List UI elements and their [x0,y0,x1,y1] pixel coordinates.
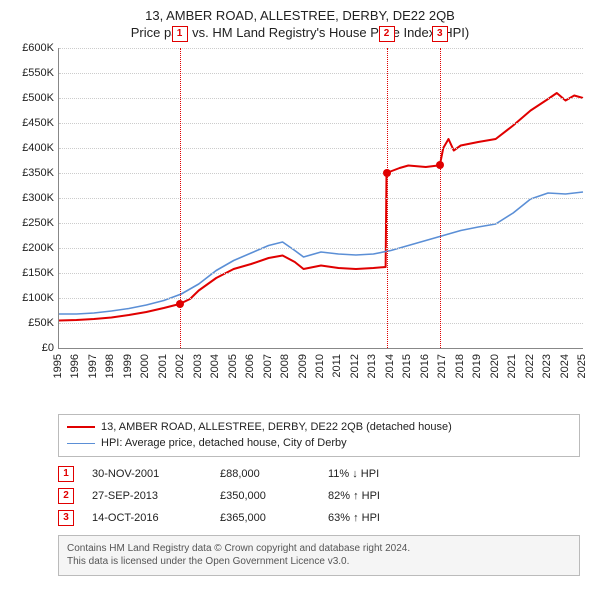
legend-item: 13, AMBER ROAD, ALLESTREE, DERBY, DE22 2… [67,419,571,436]
x-tick-label: 2012 [349,354,361,378]
sale-event-line [440,48,441,348]
chart-title-address: 13, AMBER ROAD, ALLESTREE, DERBY, DE22 2… [10,8,590,25]
grid-line-h [59,173,583,174]
footer-line-1: Contains HM Land Registry data © Crown c… [67,542,571,556]
x-axis-labels: 1995199619971998199920002001200220032004… [58,350,582,408]
sale-price: £365,000 [220,512,310,524]
x-tick-label: 2006 [244,354,256,378]
x-tick-label: 2011 [331,354,343,378]
x-tick-label: 1998 [104,354,116,378]
y-tick-label: £600K [22,42,54,54]
footer-line-2: This data is licensed under the Open Gov… [67,555,571,569]
x-tick-label: 2016 [419,354,431,378]
sale-delta: 11% ↓ HPI [328,468,428,480]
x-tick-label: 2002 [174,354,186,378]
grid-line-h [59,148,583,149]
y-tick-label: £350K [22,167,54,179]
x-tick-label: 1996 [69,354,81,378]
sale-date: 27-SEP-2013 [92,490,202,502]
sale-row: 2 27-SEP-2013 £350,000 82% ↑ HPI [58,485,580,507]
grid-line-h [59,73,583,74]
sale-dot [383,169,391,177]
x-tick-label: 2013 [366,354,378,378]
sale-delta: 63% ↑ HPI [328,512,428,524]
x-tick-label: 2015 [401,354,413,378]
x-tick-label: 2017 [436,354,448,378]
x-tick-label: 2025 [576,354,588,378]
x-tick-label: 2007 [262,354,274,378]
grid-line-h [59,273,583,274]
y-tick-label: £250K [22,217,54,229]
legend: 13, AMBER ROAD, ALLESTREE, DERBY, DE22 2… [58,414,580,457]
legend-swatch [67,426,95,428]
x-tick-label: 2003 [192,354,204,378]
series-line-hpi [59,192,583,314]
grid-line-h [59,98,583,99]
grid-line-h [59,223,583,224]
x-tick-label: 2001 [157,354,169,378]
legend-swatch [67,443,95,444]
sale-number-badge: 1 [58,466,74,482]
legend-label: HPI: Average price, detached house, City… [101,435,347,452]
sale-event-marker: 2 [379,26,395,42]
y-tick-label: £550K [22,67,54,79]
attribution-footer: Contains HM Land Registry data © Crown c… [58,535,580,576]
y-tick-label: £300K [22,192,54,204]
legend-item: HPI: Average price, detached house, City… [67,435,571,452]
sale-row: 1 30-NOV-2001 £88,000 11% ↓ HPI [58,463,580,485]
sale-event-marker: 1 [172,26,188,42]
sale-event-marker: 3 [432,26,448,42]
x-tick-label: 2009 [297,354,309,378]
sale-row: 3 14-OCT-2016 £365,000 63% ↑ HPI [58,507,580,529]
grid-line-h [59,323,583,324]
x-tick-label: 1999 [122,354,134,378]
sale-event-line [387,48,388,348]
series-line-property [59,93,583,321]
x-tick-label: 2010 [314,354,326,378]
sale-delta: 82% ↑ HPI [328,490,428,502]
x-tick-label: 1997 [87,354,99,378]
grid-line-h [59,198,583,199]
sale-date: 30-NOV-2001 [92,468,202,480]
sale-price: £350,000 [220,490,310,502]
chart-title-desc: Price paid vs. HM Land Registry's House … [10,25,590,40]
x-tick-label: 2004 [209,354,221,378]
x-tick-label: 2020 [489,354,501,378]
sale-number-badge: 2 [58,488,74,504]
x-tick-label: 2024 [559,354,571,378]
sale-number-badge: 3 [58,510,74,526]
y-tick-label: £50K [28,317,54,329]
x-tick-label: 1995 [52,354,64,378]
x-tick-label: 2014 [384,354,396,378]
grid-line-h [59,123,583,124]
sale-date: 14-OCT-2016 [92,512,202,524]
sale-dot [436,161,444,169]
x-tick-label: 2021 [506,354,518,378]
x-tick-label: 2019 [471,354,483,378]
plot-area: 123 [58,48,583,349]
legend-label: 13, AMBER ROAD, ALLESTREE, DERBY, DE22 2… [101,419,452,436]
y-tick-label: £100K [22,292,54,304]
y-tick-label: £400K [22,142,54,154]
y-axis-labels: £0£50K£100K£150K£200K£250K£300K£350K£400… [10,48,58,348]
x-tick-label: 2008 [279,354,291,378]
x-tick-label: 2018 [454,354,466,378]
sales-table: 1 30-NOV-2001 £88,000 11% ↓ HPI 2 27-SEP-2013… [58,463,580,529]
sale-price: £88,000 [220,468,310,480]
grid-line-h [59,248,583,249]
y-tick-label: £450K [22,117,54,129]
sale-dot [176,300,184,308]
grid-line-h [59,298,583,299]
y-tick-label: £150K [22,267,54,279]
y-tick-label: £0 [42,342,54,354]
chart-area: £0 £50K £100K £150K £200K £250K £300K £350K £400… [10,48,590,408]
x-tick-label: 2005 [227,354,239,378]
x-tick-label: 2022 [524,354,536,378]
x-tick-label: 2023 [541,354,553,378]
x-tick-label: 2000 [139,354,151,378]
grid-line-h [59,48,583,49]
y-tick-label: £500K [22,92,54,104]
y-tick-label: £200K [22,242,54,254]
